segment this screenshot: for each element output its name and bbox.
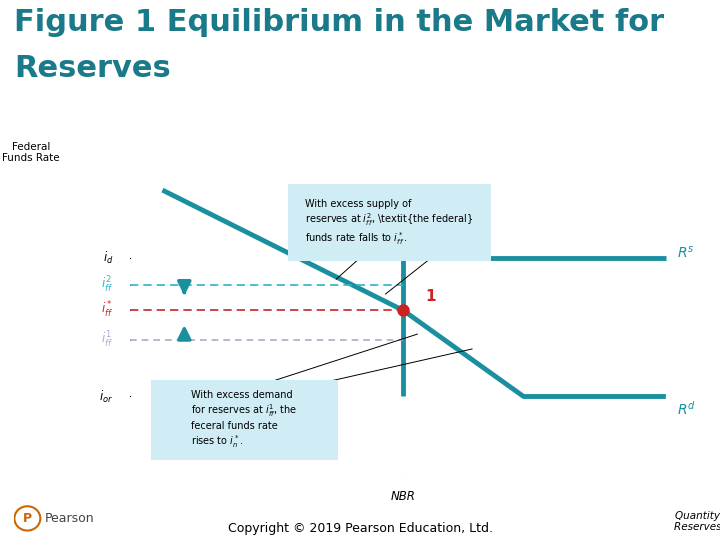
- Text: Reserves: Reserves: [14, 54, 171, 83]
- Text: $R^s$: $R^s$: [677, 245, 694, 260]
- FancyBboxPatch shape: [288, 184, 491, 261]
- Text: With excess demand
for reserves at $i^1_{ff}$, the
feceral funds rate
rises to $: With excess demand for reserves at $i^1_…: [192, 390, 297, 450]
- Text: $i^2_{ff}$: $i^2_{ff}$: [101, 275, 113, 295]
- FancyBboxPatch shape: [151, 380, 338, 460]
- Text: 1: 1: [425, 289, 436, 305]
- Text: Pearson: Pearson: [45, 512, 94, 525]
- Text: With excess supply of
reserves at $i^2_{ff}$, \textit{the federal}
funds rate fa: With excess supply of reserves at $i^2_{…: [305, 199, 474, 247]
- Text: $i^*_{ff}$: $i^*_{ff}$: [101, 300, 113, 320]
- Text: $i_{or}$: $i_{or}$: [99, 388, 113, 404]
- Text: $R^d$: $R^d$: [677, 400, 696, 417]
- Text: Federal
Funds Rate: Federal Funds Rate: [2, 141, 60, 163]
- Text: P: P: [23, 512, 32, 525]
- Text: Figure 1 Equilibrium in the Market for: Figure 1 Equilibrium in the Market for: [14, 8, 665, 37]
- Text: NBR: NBR: [391, 490, 415, 503]
- Text: $i_d$: $i_d$: [103, 251, 113, 266]
- Text: $i^1_{ff}$: $i^1_{ff}$: [101, 330, 113, 350]
- Text: Copyright © 2019 Pearson Education, Ltd.: Copyright © 2019 Pearson Education, Ltd.: [228, 522, 492, 535]
- Text: Quantity of
Reserves, R: Quantity of Reserves, R: [673, 511, 720, 532]
